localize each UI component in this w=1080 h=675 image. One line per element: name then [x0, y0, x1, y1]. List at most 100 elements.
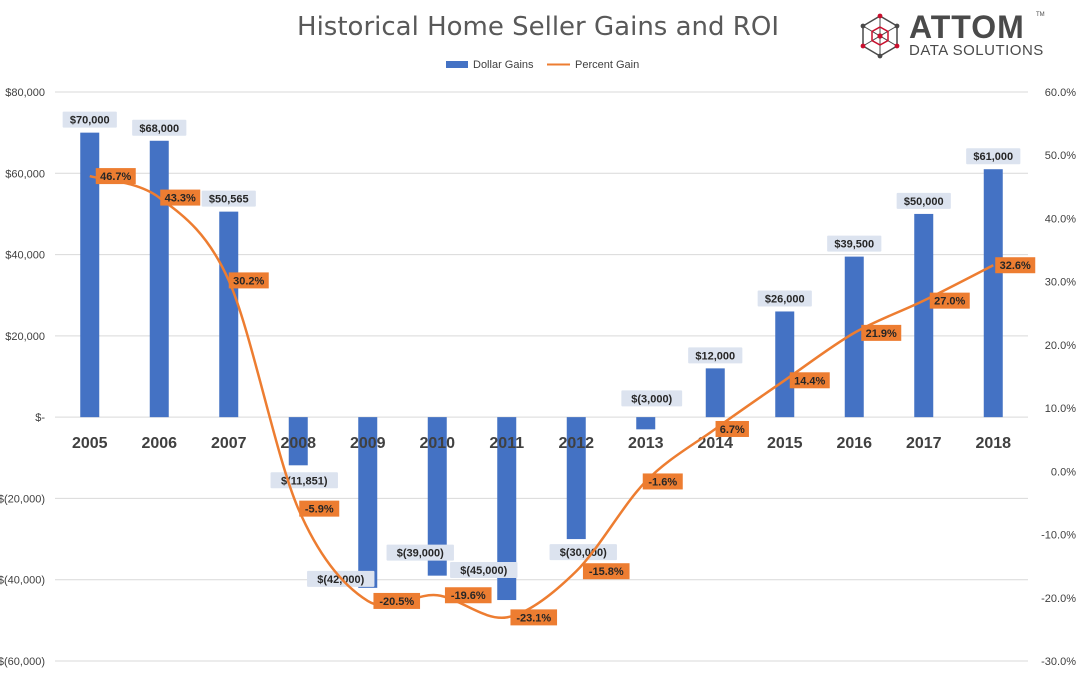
percent-data-label: -23.1% [510, 609, 558, 626]
bar-data-label: $68,000 [132, 119, 187, 136]
bar-data-label: $50,565 [201, 190, 256, 207]
bar-data-label: $(11,851) [270, 472, 338, 489]
svg-text:$(3,000): $(3,000) [631, 393, 672, 405]
svg-text:$(45,000): $(45,000) [460, 565, 507, 577]
category-label: 2015 [767, 435, 803, 452]
category-label: 2016 [836, 435, 872, 452]
bar-series-dollar-gains [80, 132, 1003, 601]
bar [844, 256, 864, 418]
left-axis-tick-label: $40,000 [5, 250, 45, 262]
attom-logo-icon [860, 13, 900, 59]
bar-data-label: $12,000 [688, 347, 743, 364]
attom-logo: ATTOM TM DATA SOLUTIONS [860, 9, 1045, 59]
category-label: 2017 [906, 435, 942, 452]
right-axis-tick-label: 30.0% [1045, 277, 1076, 289]
svg-text:$(39,000): $(39,000) [397, 548, 444, 560]
svg-text:$12,000: $12,000 [695, 350, 735, 362]
svg-text:30.2%: 30.2% [233, 275, 264, 287]
svg-text:6.7%: 6.7% [720, 424, 745, 436]
category-label: 2005 [72, 435, 108, 452]
bar [149, 140, 169, 418]
right-axis-tick-label: -10.0% [1041, 530, 1076, 542]
left-axis-tick-label: $20,000 [5, 331, 45, 343]
svg-text:-15.8%: -15.8% [589, 566, 624, 578]
bar-data-label: $39,500 [827, 235, 882, 252]
gridlines [55, 91, 1028, 662]
percent-data-label: 32.6% [995, 257, 1036, 274]
bar [288, 417, 308, 466]
svg-text:-1.6%: -1.6% [648, 476, 677, 488]
svg-text:$70,000: $70,000 [70, 115, 110, 127]
category-label: 2007 [211, 435, 247, 452]
bar [427, 417, 447, 576]
percent-data-label: -15.8% [582, 563, 630, 580]
left-axis-tick-label: $60,000 [5, 168, 45, 180]
line-data-labels: 46.7% 43.3% 30.2% -5.9% -20.5% -19.6% -23.1% -1… [95, 168, 1036, 626]
bar-data-label: $50,000 [896, 192, 951, 209]
svg-text:$50,565: $50,565 [209, 194, 249, 206]
svg-text:$(11,851): $(11,851) [281, 475, 328, 487]
percent-data-label: -20.5% [373, 592, 421, 609]
percent-data-label: 46.7% [95, 168, 136, 185]
category-label: 2010 [419, 435, 455, 452]
bar-data-label: $(45,000) [450, 562, 518, 579]
percent-data-label: 30.2% [228, 272, 269, 289]
right-axis-tick-label: -30.0% [1041, 656, 1076, 668]
bar [914, 213, 934, 418]
left-axis-tick-label: $(40,000) [0, 575, 45, 587]
logo-subtitle: DATA SOLUTIONS [909, 42, 1044, 59]
right-axis-tick-label: -20.0% [1041, 593, 1076, 605]
legend: Dollar Gains Percent Gain [446, 59, 639, 71]
svg-text:-5.9%: -5.9% [305, 504, 334, 516]
bar-data-label: $(39,000) [386, 544, 454, 561]
bar-data-label: $(30,000) [549, 544, 617, 561]
bar [219, 211, 239, 418]
chart-title: Historical Home Seller Gains and ROI [297, 12, 779, 42]
bar [705, 368, 725, 418]
percent-data-label: 6.7% [715, 420, 749, 437]
category-label: 2011 [489, 435, 524, 452]
bar-data-label: $(3,000) [621, 390, 683, 407]
svg-text:$26,000: $26,000 [765, 293, 805, 305]
bar [983, 169, 1003, 418]
svg-text:$50,000: $50,000 [904, 196, 944, 208]
percent-data-label: -5.9% [299, 500, 340, 517]
bar-data-label: $26,000 [757, 290, 812, 307]
right-axis-tick-label: 50.0% [1045, 150, 1076, 162]
bar [80, 132, 100, 418]
category-labels: 2005 2006 2007 2008 2009 2010 2011 2012 2013 2014… [72, 435, 1011, 452]
svg-text:$61,000: $61,000 [973, 151, 1013, 163]
percent-data-label: 14.4% [789, 372, 830, 389]
bar [636, 417, 656, 430]
svg-text:21.9%: 21.9% [866, 328, 897, 340]
svg-text:-23.1%: -23.1% [516, 612, 551, 624]
svg-text:$(30,000): $(30,000) [560, 547, 607, 559]
left-axis-tick-label: $80,000 [5, 87, 45, 99]
right-axis-tick-label: 20.0% [1045, 340, 1076, 352]
percent-data-label: 27.0% [929, 292, 970, 309]
legend-label-dollar-gains: Dollar Gains [473, 59, 534, 71]
category-label: 2012 [558, 435, 594, 452]
legend-label-percent-gain: Percent Gain [575, 59, 639, 71]
percent-data-label: -1.6% [642, 473, 683, 490]
bar-data-label: $70,000 [62, 111, 117, 128]
logo-trademark: TM [1036, 12, 1045, 18]
category-label: 2013 [628, 435, 664, 452]
bar-data-label: $61,000 [966, 148, 1021, 165]
svg-text:$68,000: $68,000 [139, 123, 179, 135]
category-label: 2009 [350, 435, 386, 452]
left-axis-tick-label: $(20,000) [0, 493, 45, 505]
category-label: 2014 [697, 435, 733, 452]
svg-text:14.4%: 14.4% [794, 375, 825, 387]
svg-text:$39,500: $39,500 [834, 239, 874, 251]
category-label: 2018 [975, 435, 1011, 452]
left-axis: $80,000 $60,000 $40,000 $20,000 $- $(20,000) $… [0, 87, 45, 668]
percent-data-label: -19.6% [444, 587, 492, 604]
legend-swatch-dollar-gains [446, 61, 468, 68]
percent-data-label: 21.9% [861, 324, 902, 341]
svg-text:-20.5%: -20.5% [379, 596, 414, 608]
right-axis-tick-label: 60.0% [1045, 87, 1076, 99]
right-axis-tick-label: 40.0% [1045, 213, 1076, 225]
right-axis: 60.0% 50.0% 40.0% 30.0% 20.0% 10.0% 0.0% -10.0%… [1041, 87, 1076, 668]
